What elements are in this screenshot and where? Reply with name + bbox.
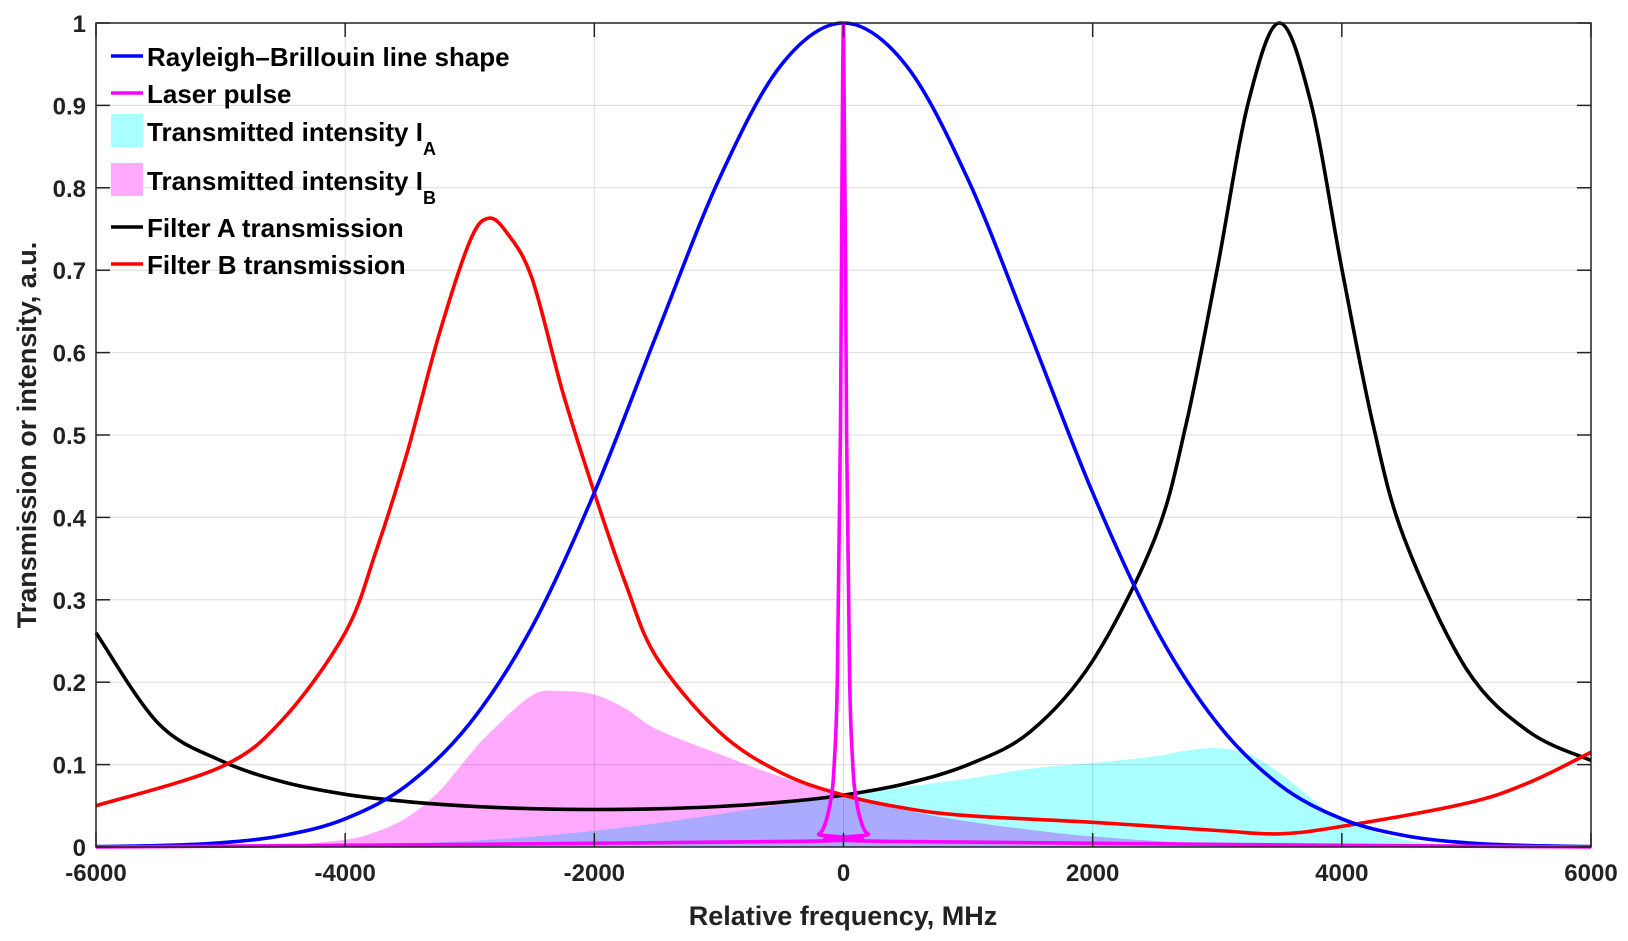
legend-item: Laser pulse (111, 79, 292, 109)
x-tick-label: 0 (837, 860, 850, 887)
x-tick-label: 2000 (1066, 860, 1119, 887)
legend-swatch (111, 163, 143, 196)
y-tick-label: 0.5 (53, 423, 86, 450)
legend-label-text: Filter B transmission (147, 250, 406, 280)
y-tick-label: 0.9 (53, 93, 86, 120)
ticks (95, 22, 1592, 848)
y-tick-label: 0.8 (53, 176, 86, 203)
x-axis-label: Relative frequency, MHz (689, 901, 998, 931)
y-tick-label: 0.1 (53, 753, 86, 780)
legend-label: Rayleigh–Brillouin line shape (147, 42, 510, 72)
y-tick-label: 0.4 (53, 505, 87, 532)
filter-b-transmission-line (95, 216, 1592, 836)
legend-subscript: A (423, 139, 436, 159)
legend-label: Filter B transmission (147, 250, 406, 280)
legend-label-text: Transmitted intensity I (147, 166, 423, 196)
legend-item: Filter A transmission (111, 213, 404, 243)
y-axis-label: Transmission or intensity, a.u. (12, 242, 42, 629)
filter-a-transmission-line (94, 21, 1592, 812)
legend-label: Transmitted intensity IA (147, 117, 436, 159)
legend-item: Transmitted intensity IA (111, 114, 436, 159)
y-tick-label: 0.3 (53, 588, 86, 615)
x-tick-label: 4000 (1315, 860, 1368, 887)
x-tick-label: 6000 (1564, 860, 1617, 887)
x-tick-label: -2000 (564, 860, 625, 887)
legend-item: Filter B transmission (111, 250, 406, 280)
x-tick-label: -4000 (314, 860, 375, 887)
legend-item: Rayleigh–Brillouin line shape (111, 42, 510, 72)
legend-label-text: Laser pulse (147, 79, 292, 109)
legend-swatch (111, 114, 143, 147)
legend-label-text: Filter A transmission (147, 213, 404, 243)
y-tick-label: 0.2 (53, 670, 86, 697)
legend-label: Laser pulse (147, 79, 292, 109)
legend: Rayleigh–Brillouin line shape Laser pulse… (111, 42, 510, 280)
y-tick-label: 1 (73, 11, 86, 38)
y-tick-label: 0.7 (53, 258, 86, 285)
legend-label: Transmitted intensity IB (147, 166, 436, 208)
x-tick-labels: -6000 -4000 -2000 0 2000 4000 6000 (65, 860, 1617, 887)
y-tick-labels: 0 0.1 0.2 0.3 0.4 0.5 0.6 0.7 0.8 0.9 1 (53, 11, 87, 862)
legend-label-text: Transmitted intensity I (147, 117, 423, 147)
legend-label: Filter A transmission (147, 213, 404, 243)
legend-item: Transmitted intensity IB (111, 163, 436, 208)
legend-label-text: Rayleigh–Brillouin line shape (147, 42, 510, 72)
legend-subscript: B (423, 188, 436, 208)
y-tick-label: 0.6 (53, 341, 86, 368)
y-tick-label: 0 (73, 835, 86, 862)
x-tick-label: -6000 (65, 860, 126, 887)
